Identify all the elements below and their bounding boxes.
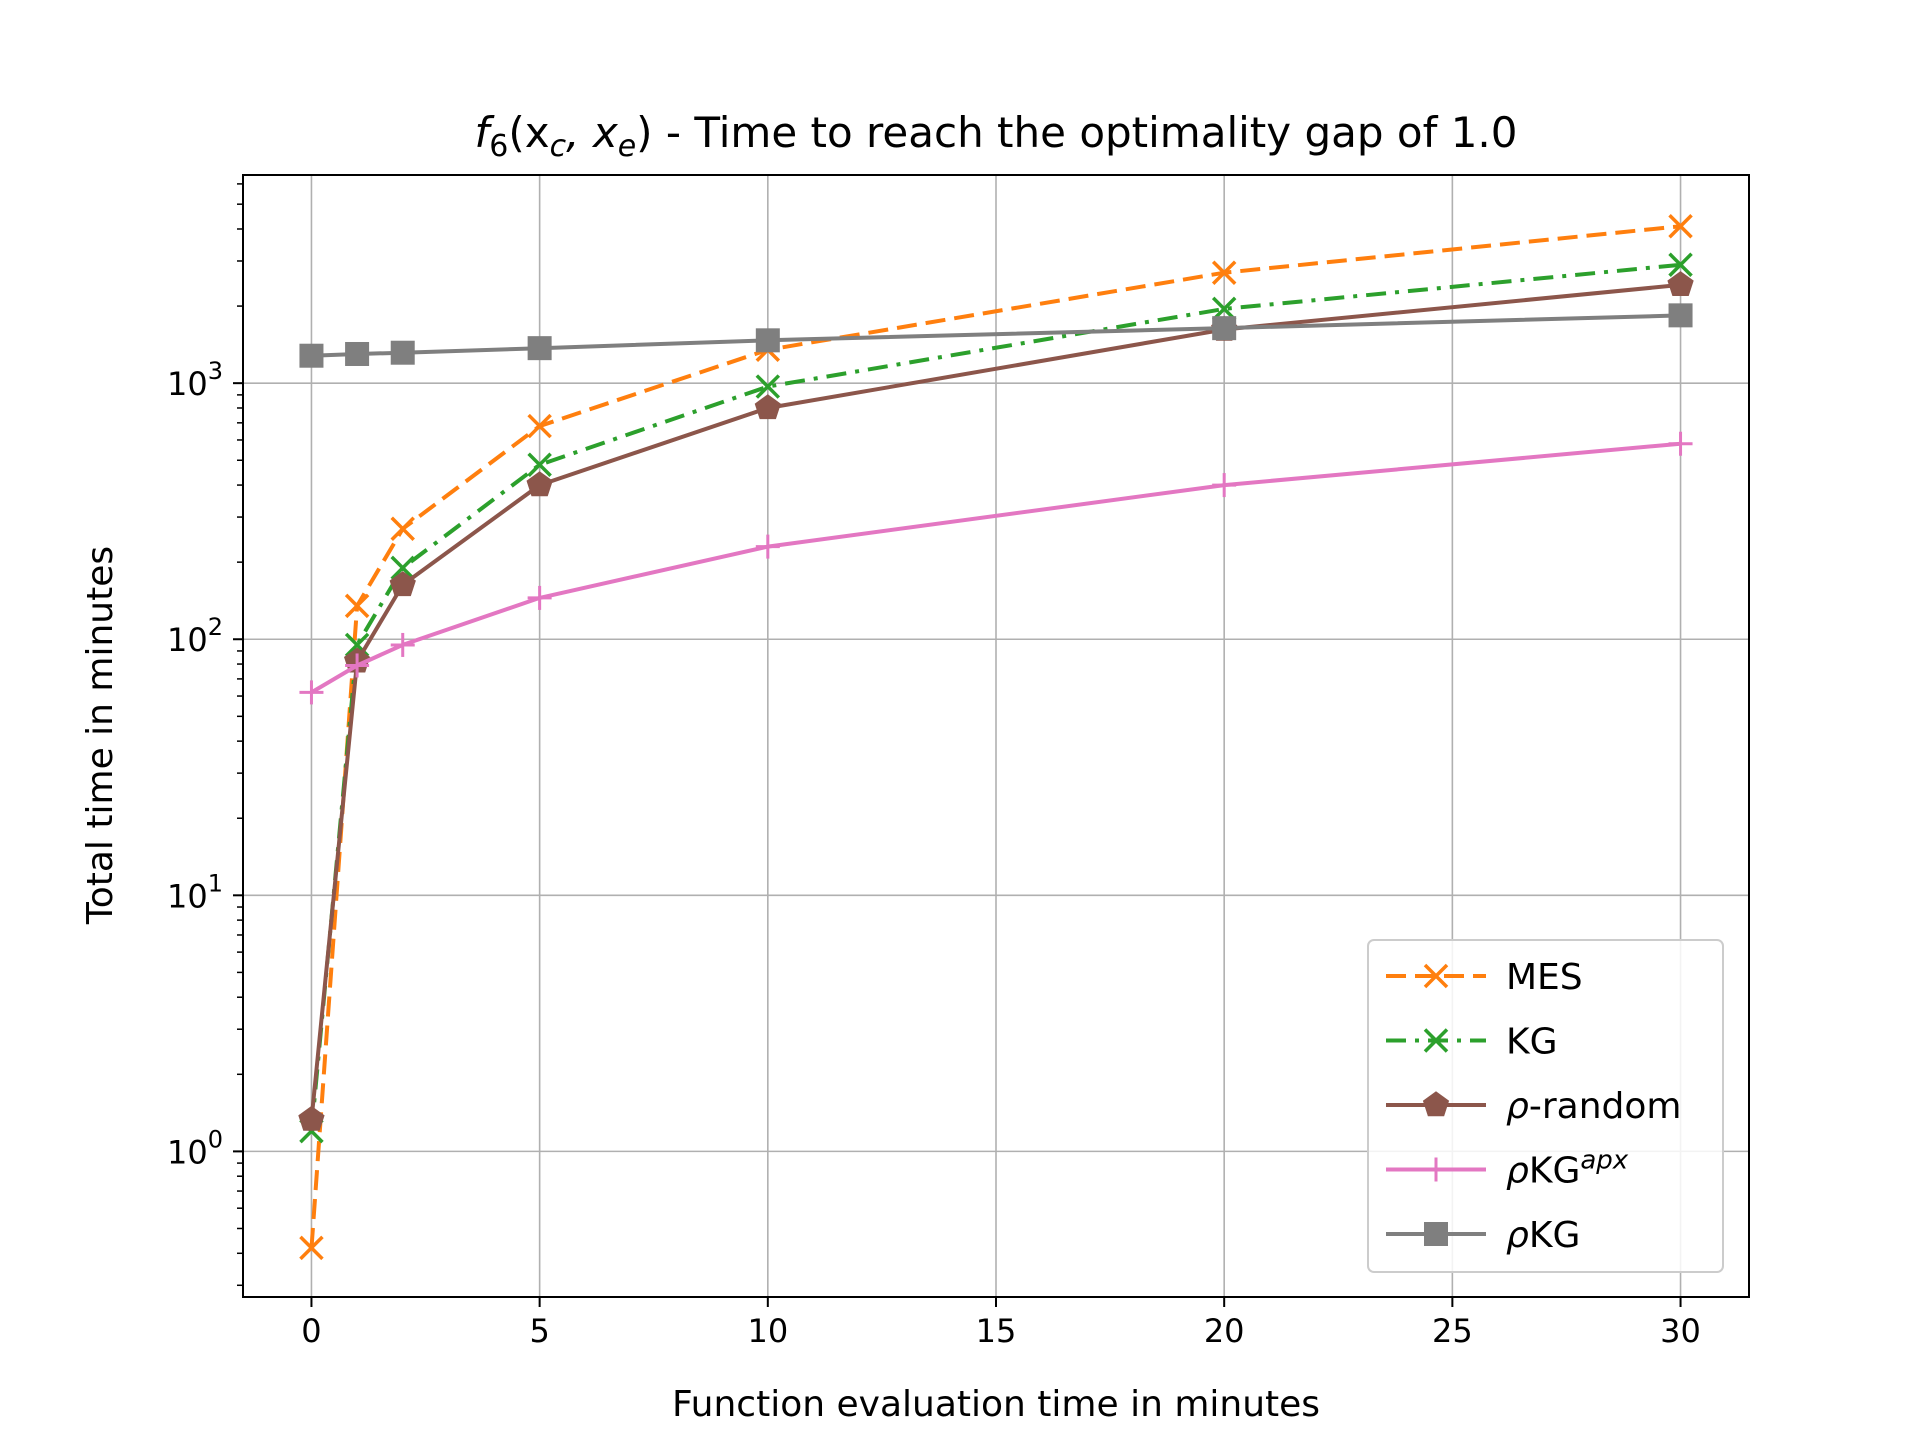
series-4-rhokg bbox=[299, 303, 1693, 368]
data-point bbox=[1212, 316, 1237, 341]
data-point bbox=[1212, 473, 1237, 498]
x-tick-label: 30 bbox=[1660, 1312, 1701, 1350]
square-marker bbox=[1668, 303, 1693, 328]
x-marker-stroke bbox=[390, 555, 415, 581]
data-point bbox=[527, 585, 552, 610]
legend-box bbox=[1367, 939, 1724, 1273]
chart-title: f6(xc, xe) - Time to reach the optimalit… bbox=[474, 108, 1517, 164]
data-point bbox=[1667, 271, 1694, 296]
grid-lines bbox=[243, 175, 1749, 1297]
square-marker bbox=[1212, 316, 1237, 341]
y-tick-label: 100 bbox=[167, 1125, 223, 1171]
legend-entry: ρKGapx bbox=[1386, 1146, 1629, 1192]
legend-entry: ρKG bbox=[1386, 1215, 1580, 1256]
data-point bbox=[390, 555, 415, 581]
x-marker-stroke bbox=[1423, 1028, 1449, 1053]
square-marker bbox=[527, 336, 552, 361]
x-marker-stroke bbox=[527, 413, 552, 439]
x-tick-label: 20 bbox=[1204, 1312, 1245, 1350]
square-marker bbox=[755, 328, 780, 353]
y-axis-label: Total time in minutes bbox=[80, 546, 121, 925]
x-tick-label: 0 bbox=[301, 1312, 321, 1350]
data-point bbox=[527, 336, 552, 361]
legend-entry: MES bbox=[1386, 957, 1583, 998]
data-point bbox=[527, 413, 552, 439]
data-point bbox=[527, 452, 552, 478]
x-marker-stroke bbox=[1668, 214, 1693, 239]
data-point bbox=[299, 680, 324, 705]
data-point bbox=[345, 653, 370, 678]
x-marker-stroke bbox=[1211, 260, 1237, 285]
x-tick-label: 5 bbox=[529, 1312, 549, 1350]
x-marker-stroke bbox=[390, 516, 415, 542]
x-tick-label: 25 bbox=[1432, 1312, 1473, 1350]
axis-ticks: 0 5 10 15 20 25 30 100 101 102 103 bbox=[167, 183, 1701, 1350]
x-marker-stroke bbox=[344, 632, 370, 658]
x-marker-stroke bbox=[527, 452, 552, 478]
y-tick-label: 102 bbox=[167, 613, 223, 659]
legend-entry: KG bbox=[1386, 1022, 1558, 1063]
data-point bbox=[754, 394, 781, 420]
data-point bbox=[1668, 303, 1693, 328]
legend-label: ρKG bbox=[1506, 1215, 1580, 1256]
x-axis-label: Function evaluation time in minutes bbox=[672, 1384, 1320, 1425]
data-point bbox=[755, 534, 780, 559]
pentagon-marker bbox=[754, 394, 781, 420]
data-point bbox=[1668, 252, 1693, 277]
x-marker-stroke bbox=[1668, 252, 1693, 277]
data-point bbox=[390, 340, 415, 365]
data-point bbox=[755, 328, 780, 353]
y-tick-label: 101 bbox=[167, 869, 223, 915]
series-3-rhokgapx bbox=[299, 431, 1693, 705]
y-tick-label: 103 bbox=[167, 357, 223, 403]
square-marker bbox=[390, 340, 415, 365]
data-point bbox=[298, 1105, 325, 1131]
pentagon-marker bbox=[1667, 271, 1694, 296]
pentagon-marker bbox=[526, 471, 553, 497]
data-point bbox=[299, 343, 324, 368]
square-marker bbox=[1424, 1222, 1448, 1246]
x-tick-label: 15 bbox=[976, 1312, 1017, 1350]
x-marker-stroke bbox=[299, 1235, 324, 1261]
data-point bbox=[1668, 431, 1693, 456]
data-point bbox=[389, 571, 416, 597]
x-marker-stroke bbox=[1423, 963, 1449, 989]
data-point bbox=[299, 1235, 324, 1261]
legend-entry: ρ-random bbox=[1386, 1086, 1681, 1127]
x-marker-stroke bbox=[755, 374, 781, 399]
data-point bbox=[390, 516, 415, 542]
data-point bbox=[390, 632, 415, 657]
data-point bbox=[344, 593, 370, 619]
series-layer bbox=[298, 214, 1694, 1261]
series-0-mes bbox=[299, 214, 1693, 1261]
pentagon-marker bbox=[389, 571, 416, 597]
x-tick-label: 10 bbox=[747, 1312, 788, 1350]
legend: MES KG ρ-random ρKGapx ρKG bbox=[1367, 939, 1724, 1273]
data-point bbox=[1668, 214, 1693, 239]
legend-label: MES bbox=[1506, 957, 1583, 998]
data-point bbox=[1211, 260, 1237, 285]
x-marker-stroke bbox=[344, 593, 370, 619]
square-marker bbox=[299, 343, 324, 368]
legend-label: ρ-random bbox=[1506, 1086, 1681, 1127]
pentagon-marker bbox=[1422, 1091, 1450, 1117]
square-marker bbox=[345, 341, 370, 366]
data-point bbox=[755, 374, 781, 399]
legend-label: KG bbox=[1506, 1022, 1558, 1063]
data-point bbox=[526, 471, 553, 497]
data-point bbox=[345, 341, 370, 366]
legend-label: ρKGapx bbox=[1506, 1146, 1629, 1192]
pentagon-marker bbox=[298, 1105, 325, 1131]
